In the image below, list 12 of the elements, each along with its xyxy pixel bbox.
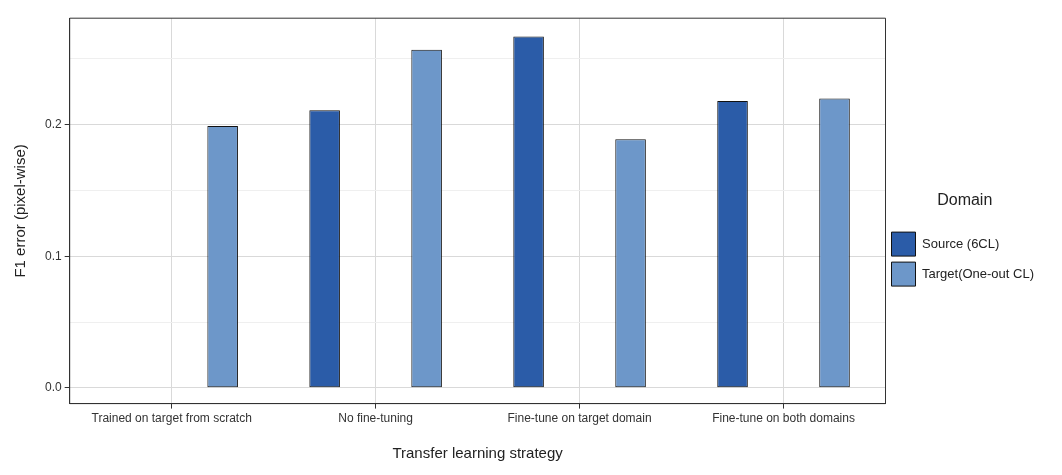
legend-label: Source (6CL) [922, 235, 1000, 251]
legend-title: Domain [937, 191, 993, 209]
x-tick-label: Fine-tune on target domain [507, 411, 652, 426]
x-tick-label: Fine-tune on both domains [712, 411, 855, 426]
y-tick-label: 0.1 [44, 248, 62, 263]
x-axis-title: Transfer learning strategy [392, 444, 564, 462]
y-tick-label: 0.0 [44, 380, 62, 395]
x-tick-label: No fine-tuning [338, 411, 413, 426]
y-axis-title: F1 error (pixel-wise) [11, 144, 29, 278]
x-tick-label: Trained on target from scratch [91, 411, 252, 426]
legend-label: Target(One-out CL) [922, 265, 1035, 281]
y-tick-label: 0.2 [44, 117, 62, 132]
